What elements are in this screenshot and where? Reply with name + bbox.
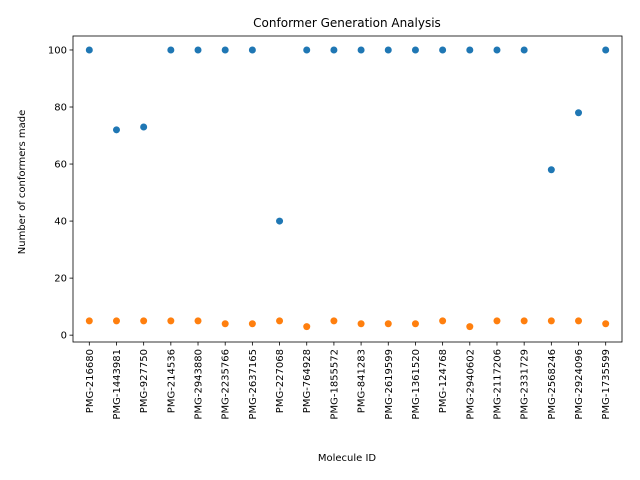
data-point-series-2 [520, 317, 528, 325]
y-tick-label: 80 [54, 103, 67, 114]
data-point-series-1 [140, 123, 148, 131]
x-tick-label: PMG-2637165 [248, 349, 259, 420]
y-tick-label: 60 [54, 160, 67, 171]
data-point-series-1 [167, 46, 175, 54]
data-point-series-2 [330, 317, 338, 325]
data-point-series-2 [411, 320, 419, 328]
data-point-series-2 [221, 320, 229, 328]
data-point-series-1 [112, 126, 120, 134]
data-point-series-2 [303, 323, 311, 331]
x-tick-label: PMG-1443981 [112, 349, 123, 420]
chart-title: Conformer Generation Analysis [253, 16, 441, 30]
data-point-series-1 [384, 46, 392, 54]
data-point-series-1 [575, 109, 583, 117]
y-tick-label: 0 [61, 331, 67, 342]
data-point-series-2 [85, 317, 93, 325]
data-point-series-1 [85, 46, 93, 54]
x-tick-label: PMG-2568246 [547, 349, 558, 420]
data-point-series-2 [276, 317, 284, 325]
x-tick-label: PMG-927750 [139, 349, 150, 413]
data-point-series-1 [411, 46, 419, 54]
data-point-series-2 [140, 317, 148, 325]
x-tick-label: PMG-216680 [85, 349, 96, 413]
y-tick-label: 20 [54, 274, 67, 285]
x-tick-label: PMG-2235766 [221, 349, 232, 420]
data-point-series-2 [167, 317, 175, 325]
data-point-series-2 [602, 320, 610, 328]
data-point-series-2 [575, 317, 583, 325]
x-tick-label: PMG-2619599 [384, 349, 395, 420]
data-point-series-1 [439, 46, 447, 54]
data-point-series-1 [303, 46, 311, 54]
x-axis-label: Molecule ID [318, 453, 377, 464]
x-tick-label: PMG-2940602 [465, 349, 476, 420]
data-point-series-1 [357, 46, 365, 54]
x-tick-label: PMG-214536 [166, 349, 177, 413]
plot-area: 0 20 40 60 80 100 PMG-216680 PMG-1443981 PMG-927… [48, 35, 623, 420]
data-point-series-2 [547, 317, 555, 325]
data-point-series-2 [466, 323, 474, 331]
data-point-series-1 [194, 46, 202, 54]
x-tick-label: PMG-2924096 [574, 349, 585, 420]
y-tick-label: 100 [48, 45, 67, 56]
y-axis-label: Number of conformers made [17, 110, 28, 254]
data-point-series-1 [276, 217, 284, 225]
data-point-series-1 [330, 46, 338, 54]
data-point-series-2 [112, 317, 120, 325]
data-point-series-2 [194, 317, 202, 325]
x-tick-label: PMG-1855572 [329, 349, 340, 420]
x-tick-label: PMG-2943880 [194, 349, 205, 420]
data-point-series-1 [520, 46, 528, 54]
data-point-series-1 [221, 46, 229, 54]
data-point-series-2 [384, 320, 392, 328]
data-point-series-1 [466, 46, 474, 54]
x-tick-label: PMG-2117206 [492, 349, 503, 420]
x-tick-label: PMG-841283 [357, 349, 368, 413]
data-point-series-1 [547, 166, 555, 174]
x-tick-label: PMG-124768 [438, 349, 449, 413]
x-tick-label: PMG-1361520 [411, 349, 422, 420]
x-tick-label: PMG-227068 [275, 349, 286, 413]
data-point-series-2 [439, 317, 447, 325]
data-point-series-2 [357, 320, 365, 328]
y-tick-label: 40 [54, 217, 67, 228]
data-point-series-1 [493, 46, 501, 54]
x-tick-label: PMG-764928 [302, 349, 313, 413]
x-tick-label: PMG-2331729 [520, 349, 531, 420]
data-point-series-2 [493, 317, 501, 325]
data-point-series-2 [248, 320, 256, 328]
plot-frame [72, 35, 623, 343]
data-point-series-1 [602, 46, 610, 54]
x-tick-label: PMG-1735599 [601, 349, 612, 420]
data-point-series-1 [248, 46, 256, 54]
